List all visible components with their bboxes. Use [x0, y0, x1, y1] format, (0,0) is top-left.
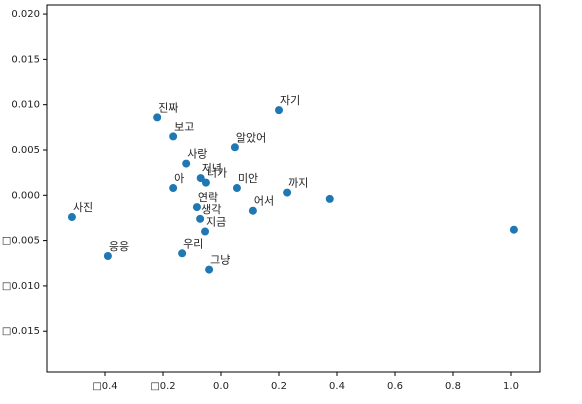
x-tick-label: 0.4	[329, 381, 345, 392]
point-label: 지금	[206, 216, 226, 229]
point-label: 생각	[201, 203, 221, 216]
plot-frame	[46, 4, 541, 373]
y-tick-label: 0.010	[11, 100, 40, 111]
point	[275, 106, 283, 115]
point	[283, 188, 292, 197]
point	[192, 203, 201, 212]
point-label: 그냥	[210, 254, 230, 267]
x-tick-label: □0.4	[92, 381, 117, 392]
point-label: 저녁	[202, 162, 222, 175]
point	[196, 174, 205, 183]
point-label: 보고	[174, 120, 194, 133]
point-label: 알았어	[236, 130, 266, 144]
point	[232, 184, 241, 193]
point-label: 연락	[198, 191, 218, 204]
point-label: 사랑	[187, 148, 207, 161]
y-tick-label: 0.000	[11, 190, 40, 201]
y-tick-label: □0.010	[2, 281, 40, 292]
point-label: 응응	[109, 240, 129, 253]
x-tick-label: 0.8	[445, 381, 461, 392]
point	[205, 265, 214, 274]
point	[169, 132, 178, 141]
x-tick-label: 0.6	[387, 381, 403, 392]
x-tick-label: 0.2	[271, 381, 287, 392]
point	[325, 194, 334, 203]
y-tick-label: 0.005	[11, 145, 40, 156]
point	[248, 206, 257, 215]
point	[182, 159, 191, 168]
point	[178, 249, 187, 258]
point-label: 진짜	[158, 101, 178, 114]
x-tick-label: 1.0	[503, 381, 519, 392]
point-label: 우리	[183, 237, 203, 250]
point	[153, 113, 162, 122]
point-label: 사진	[73, 201, 93, 214]
point	[509, 225, 518, 234]
y-tick-label: □0.015	[2, 326, 40, 337]
x-tick-label: □0.2	[150, 381, 175, 392]
point-label: 미안	[238, 172, 258, 185]
y-tick-label: 0.020	[11, 9, 40, 20]
point	[169, 184, 178, 193]
point	[201, 178, 210, 187]
point	[196, 214, 205, 223]
point	[67, 213, 76, 222]
point	[103, 252, 112, 261]
x-tick-label: 0.0	[213, 381, 229, 392]
point-label: 자기	[280, 94, 300, 107]
point-label: 어서	[254, 195, 274, 208]
y-tick-label: □0.005	[2, 236, 40, 247]
y-tick-label: 0.015	[11, 54, 40, 65]
point-label: 너가	[207, 167, 227, 180]
point-label: 아	[174, 172, 184, 185]
point-label: 까지	[288, 177, 308, 190]
point	[230, 143, 239, 152]
point	[201, 227, 210, 236]
